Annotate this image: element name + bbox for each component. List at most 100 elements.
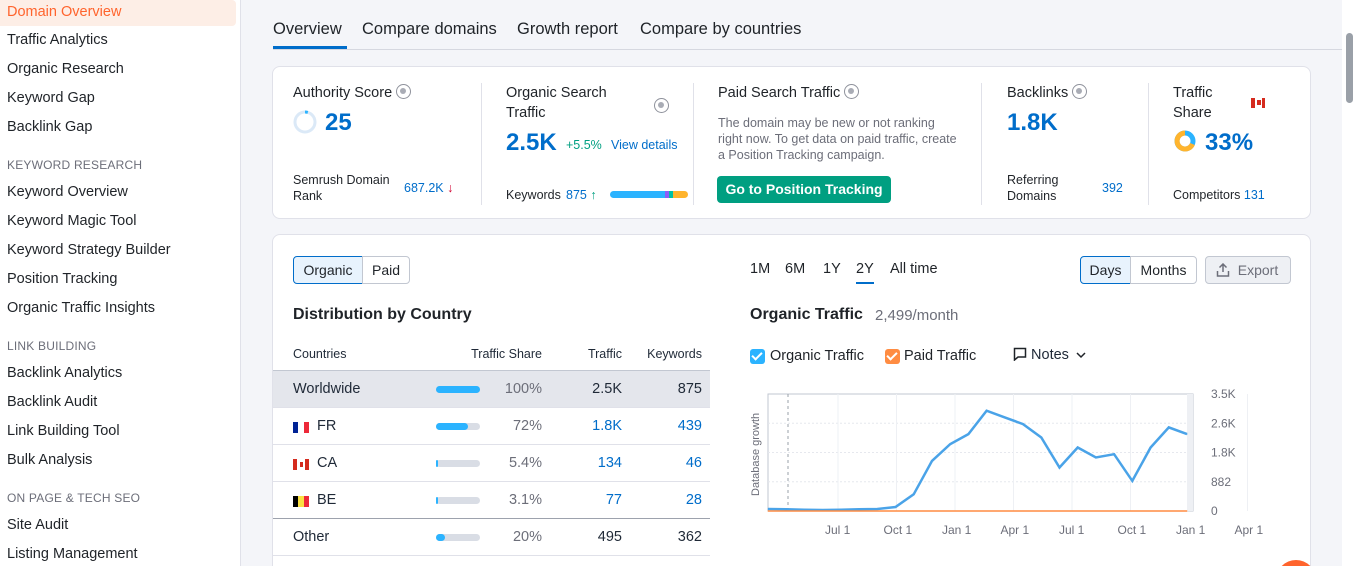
y-tick-label: 2.6K — [1211, 416, 1236, 430]
semrush-rank-label: Semrush Domain Rank — [293, 173, 390, 203]
canada-flag-icon — [293, 459, 309, 470]
sidebar-item-backlink-audit[interactable]: Backlink Audit — [7, 394, 98, 410]
info-icon[interactable] — [1072, 84, 1088, 99]
sidebar-item-keyword-gap[interactable]: Keyword Gap — [7, 90, 95, 106]
period-6m[interactable]: 6M — [785, 261, 806, 277]
paid-traffic-point — [931, 510, 933, 512]
scrollbar[interactable] — [1342, 0, 1357, 566]
country-name: Other — [293, 529, 330, 545]
x-tick-label: Apr 1 — [1235, 523, 1264, 537]
organic-traffic-chart[interactable]: 3.5K 2.6K 1.8K 882 0 Jul 1 Oct 1 Jan 1 Apr 1 Jul … — [728, 380, 1288, 545]
paid-traffic-point — [822, 510, 824, 512]
view-details-link[interactable]: View details — [611, 138, 678, 152]
y-tick-label: 1.8K — [1211, 446, 1236, 460]
chat-widget-button[interactable] — [1276, 560, 1316, 566]
paid-traffic-label: Paid Search Traffic — [718, 85, 841, 101]
sidebar: Domain Overview Traffic Analytics Organi… — [0, 0, 241, 566]
competitors-value[interactable]: 131 — [1243, 188, 1265, 202]
paid-traffic-checkbox[interactable] — [885, 349, 900, 364]
sidebar-item-keyword-magic-tool[interactable]: Keyword Magic Tool — [7, 213, 137, 229]
backlinks-value[interactable]: 1.8K — [1007, 109, 1058, 136]
traffic-share-value: 33% — [1205, 129, 1254, 156]
organic-traffic-point — [1058, 467, 1060, 469]
header-traffic[interactable]: Traffic — [587, 347, 622, 361]
period-2y[interactable]: 2Y — [856, 261, 874, 284]
months-toggle[interactable]: Months — [1130, 256, 1197, 284]
header-keywords[interactable]: Keywords — [647, 347, 702, 361]
authority-score-value: 25 — [325, 109, 352, 136]
paid-traffic-point — [1186, 510, 1188, 512]
note-icon — [1013, 347, 1027, 362]
sidebar-item-link-building-tool[interactable]: Link Building Tool — [7, 423, 120, 439]
keywords-value[interactable]: 875 ↑ — [566, 187, 597, 203]
table-row[interactable]: CA 5.4% 134 46 — [273, 445, 710, 482]
sidebar-item-keyword-overview[interactable]: Keyword Overview — [7, 184, 128, 200]
keywords-value[interactable]: 28 — [685, 492, 702, 508]
organic-traffic-legend[interactable]: Organic Traffic — [770, 348, 865, 364]
tab-compare-domains[interactable]: Compare domains — [362, 20, 497, 38]
tab-compare-by-countries[interactable]: Compare by countries — [640, 20, 802, 38]
period-1y[interactable]: 1Y — [823, 261, 841, 277]
keywords-distribution-bar — [610, 191, 688, 198]
authority-score-label: Authority Score — [293, 85, 393, 101]
keywords-value: 875 — [677, 381, 702, 397]
table-row[interactable]: BE 3.1% 77 28 — [273, 482, 710, 519]
sidebar-item-position-tracking[interactable]: Position Tracking — [7, 271, 118, 287]
scrollbar-thumb[interactable] — [1346, 33, 1353, 103]
keywords-value[interactable]: 46 — [685, 455, 702, 471]
organic-traffic-point — [1150, 446, 1152, 448]
sidebar-item-bulk-analysis[interactable]: Bulk Analysis — [7, 452, 93, 468]
export-button[interactable]: Export — [1205, 256, 1291, 284]
traffic-share-bar — [436, 386, 480, 393]
referring-domains-value[interactable]: 392 — [1102, 181, 1123, 195]
sidebar-item-organic-research[interactable]: Organic Research — [7, 61, 124, 77]
paid-traffic-point — [1131, 510, 1133, 512]
canada-flag-icon — [1251, 98, 1265, 108]
sidebar-item-traffic-analytics[interactable]: Traffic Analytics — [7, 32, 108, 48]
paid-traffic-title: Paid Search Traffic — [718, 83, 860, 103]
paid-toggle[interactable]: Paid — [362, 256, 410, 284]
paid-traffic-point — [1004, 510, 1006, 512]
table-row[interactable]: Worldwide 100% 2.5K 875 — [273, 371, 710, 408]
organic-traffic-point — [931, 460, 933, 462]
organic-traffic-point — [785, 508, 787, 510]
paid-traffic-point — [1150, 510, 1152, 512]
days-toggle[interactable]: Days — [1080, 256, 1131, 284]
france-flag-icon — [293, 422, 309, 433]
organic-traffic-point — [1113, 453, 1115, 455]
table-row[interactable]: FR 72% 1.8K 439 — [273, 408, 710, 445]
traffic-value[interactable]: 134 — [597, 455, 622, 471]
divider — [981, 83, 982, 205]
keywords-value[interactable]: 439 — [677, 418, 702, 434]
traffic-value[interactable]: 1.8K — [592, 418, 622, 434]
sidebar-item-keyword-strategy-builder[interactable]: Keyword Strategy Builder — [7, 242, 171, 258]
traffic-share-bar — [436, 497, 480, 504]
sidebar-item-domain-overview[interactable]: Domain Overview — [0, 0, 236, 26]
paid-traffic-legend[interactable]: Paid Traffic — [904, 348, 977, 364]
sidebar-item-backlink-analytics[interactable]: Backlink Analytics — [7, 365, 123, 381]
tab-overview[interactable]: Overview — [273, 20, 342, 38]
organic-toggle[interactable]: Organic — [293, 256, 363, 284]
sidebar-item-backlink-gap[interactable]: Backlink Gap — [7, 119, 93, 135]
organic-traffic-checkbox[interactable] — [750, 349, 765, 364]
organic-traffic-point — [1040, 436, 1042, 438]
period-all-time[interactable]: All time — [890, 261, 938, 277]
organic-traffic-value[interactable]: 2.5K — [506, 129, 557, 156]
sidebar-item-site-audit[interactable]: Site Audit — [7, 517, 69, 533]
table-row[interactable]: Other 20% 495 362 — [273, 519, 710, 556]
info-icon[interactable] — [396, 84, 412, 99]
paid-traffic-point — [1095, 510, 1097, 512]
sidebar-item-organic-traffic-insights[interactable]: Organic Traffic Insights — [7, 300, 156, 316]
info-icon[interactable] — [654, 98, 669, 113]
tab-growth-report[interactable]: Growth report — [517, 20, 618, 38]
backlinks-title: Backlinks — [1007, 83, 1088, 103]
semrush-rank-value[interactable]: 687.2K ↓ — [404, 180, 453, 196]
sidebar-item-listing-management[interactable]: Listing Management — [7, 546, 138, 562]
period-1m[interactable]: 1M — [750, 261, 771, 277]
notes-dropdown[interactable]: Notes — [1013, 347, 1086, 363]
x-tick-label: Oct 1 — [884, 523, 913, 537]
header-traffic-share[interactable]: Traffic Share — [471, 347, 542, 361]
info-icon[interactable] — [844, 84, 860, 99]
go-to-position-tracking-button[interactable]: Go to Position Tracking — [717, 176, 891, 203]
traffic-value[interactable]: 77 — [605, 492, 622, 508]
